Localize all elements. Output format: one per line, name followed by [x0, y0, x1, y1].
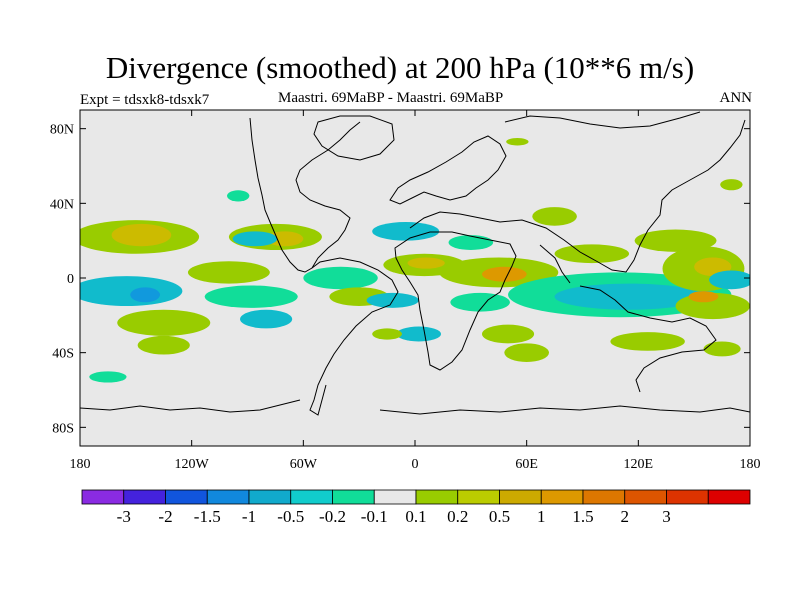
- lon-tick-label: 120W: [175, 457, 210, 472]
- contour-region-37: [532, 207, 577, 226]
- colorbar-swatch: [666, 489, 709, 505]
- contour-region-27: [554, 283, 704, 310]
- colorbar: -3 -2 -1.5 -1 -0.5 -0.2 -0.1 0.1 0.2 0.5 1 1.5 2 3: [81, 489, 751, 526]
- contour-region-21: [450, 292, 510, 312]
- coast-north-america: [249, 117, 361, 273]
- contour-region-9: [187, 261, 270, 284]
- coast-south-america: [309, 257, 399, 416]
- colorbar-swatch: [81, 489, 125, 505]
- colorbar-label: 0.5: [489, 507, 510, 526]
- contour-region-16: [407, 257, 445, 269]
- contour-region-8: [232, 231, 278, 247]
- colorbar-label: 1.5: [572, 507, 593, 526]
- colorbar-label: 1: [537, 507, 546, 526]
- colorbar-label: -2: [158, 507, 172, 526]
- contour-region-29: [634, 229, 717, 252]
- contour-region-12: [303, 266, 378, 290]
- lat-tick-label: 40S: [52, 347, 74, 362]
- contour-region-23: [504, 343, 549, 362]
- lon-tick-label: 180: [70, 457, 91, 472]
- plot-title: Divergence (smoothed) at 200 hPa (10**6 …: [105, 50, 695, 85]
- contour-region-32: [709, 270, 750, 290]
- contour-region-34: [688, 291, 719, 303]
- coast-greenland: [313, 115, 395, 161]
- lat-tick-label: 0: [67, 272, 74, 287]
- longitude-axis: 180 120W 60W 0 60E 120E 180: [70, 110, 761, 472]
- colorbar-swatch: [373, 489, 417, 505]
- contour-region-35: [610, 332, 685, 351]
- colorbar-label: -3: [117, 507, 131, 526]
- lat-tick-label: 40N: [50, 197, 74, 212]
- contour-region-10: [204, 285, 298, 308]
- contour-region-36: [703, 341, 741, 357]
- period-label: ANN: [719, 90, 753, 106]
- divergence-contours: [80, 138, 750, 383]
- colorbar-label: -0.2: [319, 507, 346, 526]
- colorbar-label: -1: [242, 507, 256, 526]
- lon-tick-label: 60E: [515, 457, 538, 472]
- colorbar-label: -0.5: [277, 507, 304, 526]
- colorbar-swatch: [248, 489, 292, 505]
- colorbar-label: 2: [621, 507, 630, 526]
- coast-asia-northeast: [504, 111, 701, 129]
- experiment-label: Expt = tdsxk8-tdsxk7: [80, 92, 210, 108]
- coast-antarctica: [80, 399, 750, 415]
- colorbar-label: 0.2: [447, 507, 468, 526]
- coast-eurasia: [409, 119, 746, 284]
- colorbar-swatch: [582, 489, 626, 505]
- colorbar-label: 3: [662, 507, 671, 526]
- contour-region-28: [554, 244, 630, 264]
- contour-region-2: [80, 276, 183, 306]
- colorbar-swatch: [457, 489, 500, 505]
- lon-tick-label: 0: [412, 457, 419, 472]
- colorbar-swatch: [332, 489, 375, 505]
- contour-region-24: [396, 326, 442, 342]
- colorbar-label: -1.5: [194, 507, 221, 526]
- contour-region-20: [482, 266, 527, 282]
- contour-region-25: [372, 328, 402, 340]
- contour-region-22: [482, 324, 535, 344]
- contour-region-4: [117, 309, 211, 336]
- coast-indo-pacific: [579, 285, 717, 393]
- colorbar-swatch: [499, 489, 542, 505]
- contour-region-39: [89, 371, 127, 383]
- colorbar-swatch: [206, 489, 250, 505]
- colorbar-swatch: [540, 489, 584, 505]
- colorbar-swatch: [707, 489, 751, 505]
- colorbar-label: -0.1: [361, 507, 388, 526]
- latitude-axis: 80N 40N 0 40S 80S: [50, 123, 750, 436]
- lat-tick-label: 80S: [52, 421, 74, 436]
- contour-region-40: [227, 190, 250, 202]
- lat-tick-label: 80N: [50, 123, 74, 138]
- comparison-label: Maastri. 69MaBP - Maastri. 69MaBP: [278, 90, 504, 106]
- colorbar-swatch: [123, 489, 166, 505]
- lon-tick-label: 120E: [624, 457, 654, 472]
- coast-europe-north: [389, 135, 507, 205]
- contour-region-38: [720, 179, 743, 191]
- colorbar-swatch: [290, 489, 333, 505]
- colorbar-swatch: [415, 489, 459, 505]
- contour-region-3: [130, 287, 161, 303]
- contour-region-5: [137, 335, 190, 355]
- contour-region-11: [240, 309, 293, 329]
- lon-tick-label: 180: [740, 457, 761, 472]
- colorbar-swatch: [624, 489, 667, 505]
- contour-region-1: [111, 223, 172, 247]
- colorbar-label: 0.1: [405, 507, 426, 526]
- coastlines: [80, 111, 750, 416]
- contour-region-18: [448, 235, 494, 251]
- lon-tick-label: 60W: [290, 457, 318, 472]
- coast-africa: [394, 231, 517, 371]
- contour-region-17: [372, 222, 440, 241]
- contour-region-41: [506, 138, 529, 146]
- colorbar-swatch: [165, 489, 208, 505]
